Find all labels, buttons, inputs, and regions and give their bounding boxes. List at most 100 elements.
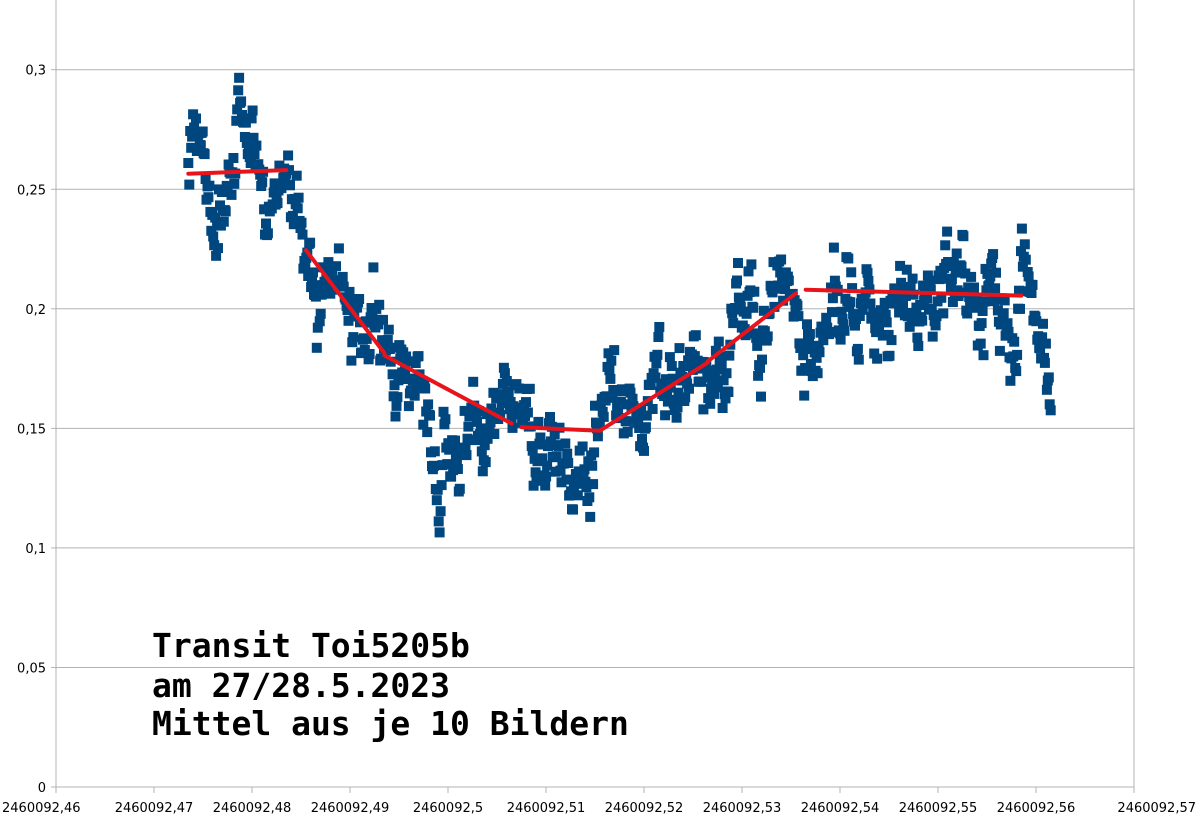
data-point (783, 275, 794, 286)
data-point (773, 280, 784, 291)
data-point (621, 416, 632, 427)
data-point (495, 410, 506, 421)
annotation-line-2: am 27/28.5.2023 (152, 666, 450, 705)
data-point (895, 260, 906, 271)
data-point (186, 142, 197, 153)
data-point (650, 372, 661, 383)
data-point (285, 180, 295, 191)
data-point (588, 479, 599, 490)
data-point (584, 492, 595, 503)
data-point (210, 212, 221, 223)
data-point (836, 306, 847, 317)
data-point (577, 441, 588, 452)
data-point (930, 320, 941, 331)
fit-segment (303, 248, 387, 355)
data-point (191, 113, 201, 124)
fit-segment (519, 425, 602, 433)
data-point (805, 359, 816, 369)
data-point (884, 350, 895, 361)
data-point (261, 218, 271, 229)
data-point (221, 180, 232, 191)
data-point (891, 284, 902, 295)
data-point (913, 341, 924, 351)
data-point (208, 231, 219, 242)
data-point (307, 273, 317, 284)
data-point (248, 132, 259, 143)
data-point (800, 363, 811, 373)
data-point (434, 527, 445, 538)
data-point (709, 373, 720, 383)
data-point (940, 240, 951, 251)
data-point (428, 460, 439, 471)
data-point (501, 376, 512, 386)
data-point (418, 419, 429, 430)
data-point (746, 259, 757, 270)
data-point (333, 243, 344, 254)
data-point (288, 219, 299, 230)
data-point (603, 348, 614, 359)
data-point (1026, 288, 1037, 298)
data-point (449, 443, 459, 454)
data-point (555, 465, 566, 476)
data-point (827, 307, 837, 318)
data-point (425, 410, 435, 421)
data-point (291, 170, 302, 181)
fit-segment (382, 353, 514, 426)
data-point (296, 217, 307, 228)
data-point (850, 320, 860, 331)
data-point (1035, 343, 1046, 354)
data-point (234, 72, 245, 83)
data-point (964, 292, 975, 303)
data-point (475, 423, 486, 434)
data-point (881, 317, 892, 328)
data-point (300, 259, 311, 269)
data-point (1037, 332, 1048, 343)
data-point (713, 336, 724, 347)
data-point (231, 115, 242, 126)
data-point (704, 365, 715, 376)
data-point (710, 345, 721, 356)
data-point (847, 283, 858, 294)
data-point (907, 273, 918, 284)
data-point (970, 292, 981, 303)
data-point (960, 268, 971, 279)
data-point (598, 411, 609, 422)
y-tick-label: 0,05 (17, 661, 46, 676)
data-point (533, 416, 544, 427)
data-point (344, 286, 355, 297)
data-point (403, 356, 413, 367)
data-point (978, 350, 989, 361)
data-point (572, 490, 583, 501)
data-point (184, 179, 195, 190)
data-point (962, 308, 973, 319)
data-point (977, 306, 988, 316)
data-point (229, 178, 240, 189)
data-point (690, 330, 701, 341)
data-point (461, 450, 472, 461)
data-point (346, 355, 357, 366)
data-point (801, 344, 812, 354)
data-point (472, 416, 482, 427)
data-point (811, 352, 822, 363)
data-point (733, 292, 744, 303)
data-point (246, 113, 257, 124)
data-point (954, 267, 965, 278)
data-point (204, 180, 215, 191)
data-point (223, 159, 234, 170)
data-point (835, 334, 846, 345)
data-point (442, 459, 453, 470)
data-point (958, 231, 969, 242)
data-point (253, 159, 264, 170)
data-point (486, 403, 497, 414)
data-point (873, 316, 883, 327)
x-tick-label: 2460092,47 (115, 801, 194, 816)
data-point (262, 228, 273, 239)
data-point (431, 495, 442, 506)
fit-lines (186, 168, 1024, 433)
data-point (838, 319, 849, 330)
data-point (795, 343, 806, 353)
data-point (1003, 326, 1014, 337)
data-point (640, 422, 651, 433)
data-point (402, 374, 412, 384)
data-point (295, 223, 306, 233)
